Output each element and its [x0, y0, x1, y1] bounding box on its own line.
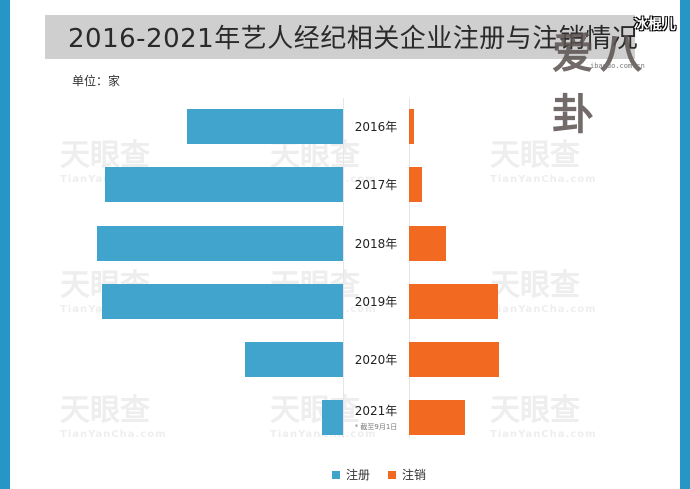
legend: 注册 注销 [332, 466, 426, 483]
unit-label: 单位：家 [72, 74, 121, 88]
category-label: 2017年 [354, 178, 398, 192]
bar-register [245, 342, 343, 377]
site-logo: 爱八卦 冰棍儿 ibaguo.com.cn [548, 12, 678, 139]
legend-swatch-register [332, 470, 340, 479]
bar-register [97, 226, 343, 261]
bar-cancel [409, 284, 498, 319]
axis-divider-left [343, 98, 344, 438]
logo-url: ibaguo.com.cn [590, 62, 645, 70]
bar-cancel [409, 226, 446, 261]
chart-title: 2016-2021年艺人经纪相关企业注册与注销情况 [68, 24, 639, 54]
category-label: 2021年 [354, 404, 398, 418]
bar-cancel [409, 400, 465, 435]
category-label: 2019年 [354, 295, 398, 309]
bar-cancel [409, 109, 414, 144]
legend-label-cancel: 注销 [402, 468, 427, 482]
legend-label-register: 注册 [346, 468, 371, 482]
category-label: 2020年 [354, 353, 398, 367]
frame-right [680, 0, 690, 489]
bar-register [105, 167, 343, 202]
logo-badge: 冰棍儿 [634, 17, 676, 33]
bar-cancel [409, 167, 422, 202]
legend-swatch-cancel [388, 470, 397, 479]
title-bar [45, 15, 635, 59]
category-label: 2018年 [354, 237, 398, 251]
bar-cancel [409, 342, 499, 377]
axis-divider-right [409, 98, 410, 438]
logo-text: 爱八卦 [552, 29, 649, 139]
bar-register [322, 400, 343, 435]
frame-left [0, 0, 10, 489]
bar-register [187, 109, 343, 144]
bar-register [102, 284, 343, 319]
note-2021: * 截至9月1日 [354, 423, 398, 431]
category-label: 2016年 [354, 120, 398, 134]
